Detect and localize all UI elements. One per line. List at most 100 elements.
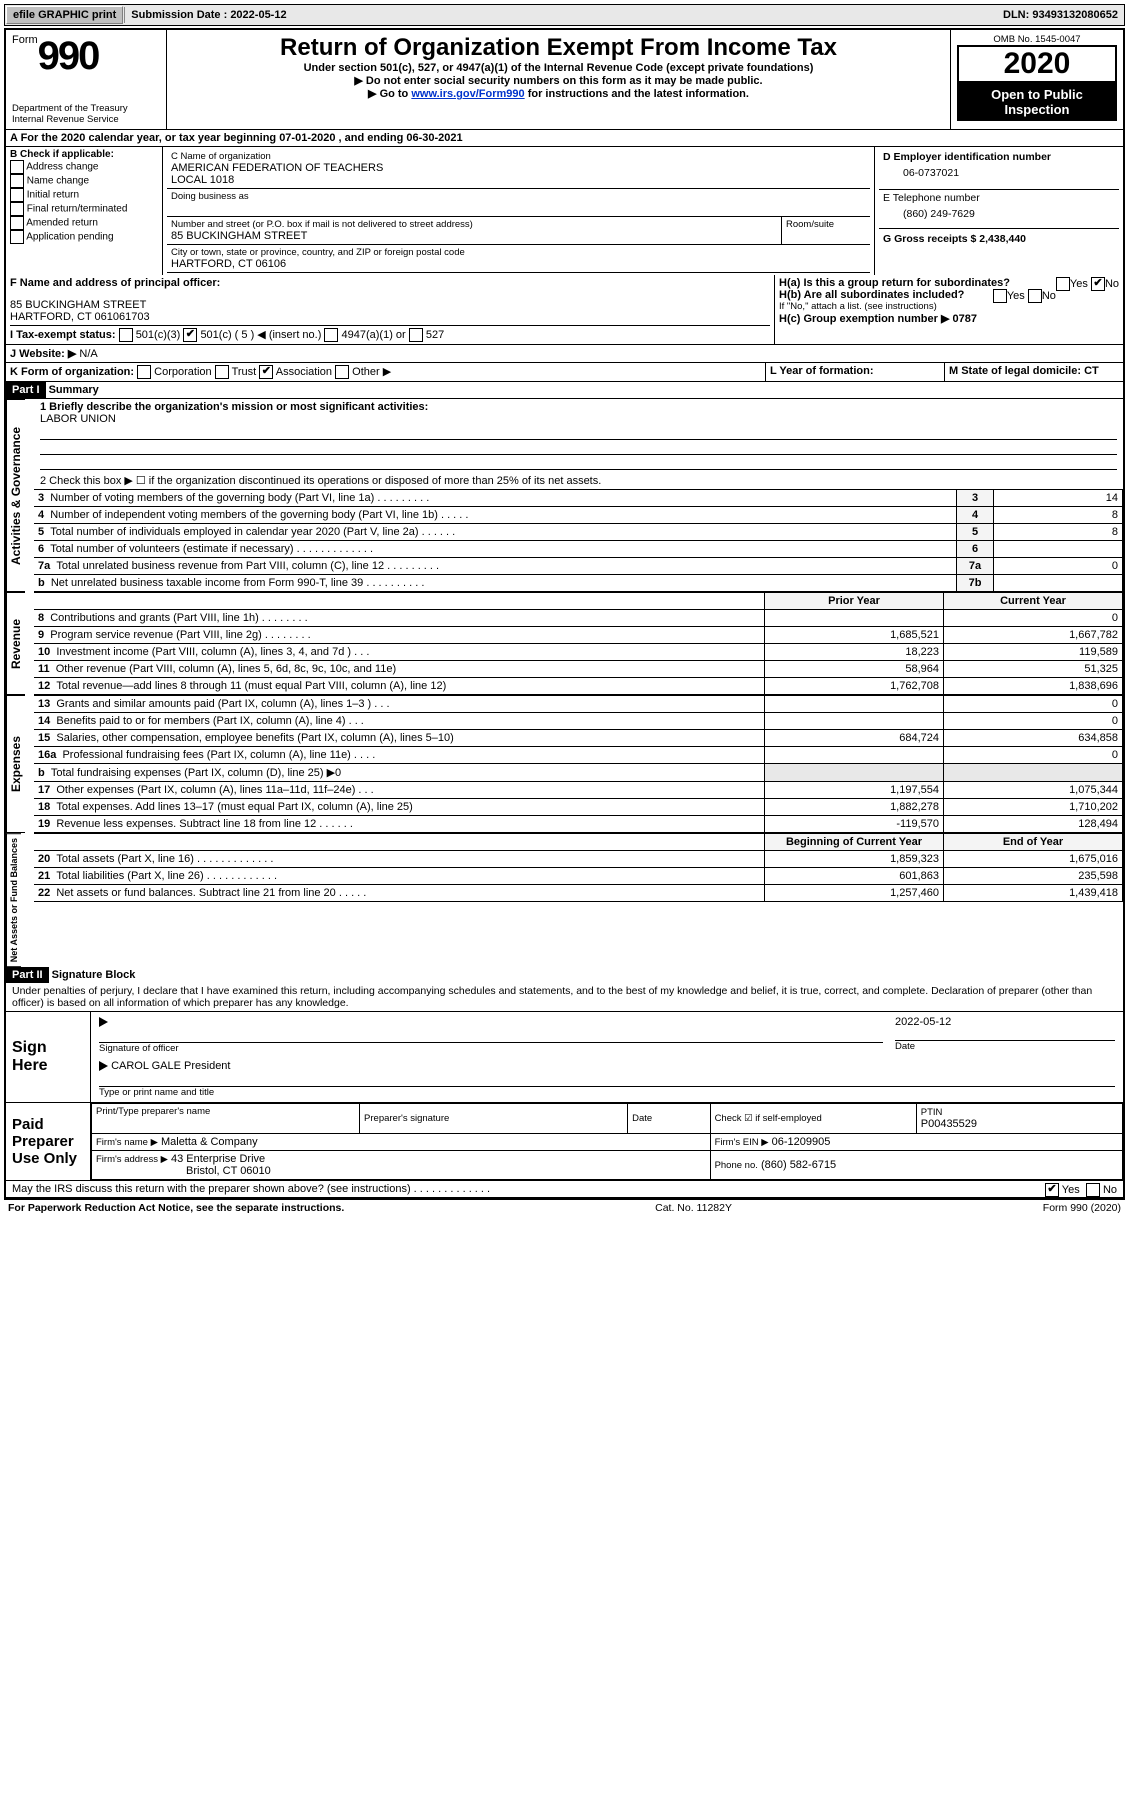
sign-here-label: Sign Here: [6, 1012, 91, 1102]
gross-receipts: G Gross receipts $ 2,438,440: [883, 233, 1026, 245]
corp-checkbox[interactable]: [137, 365, 151, 379]
527-checkbox[interactable]: [409, 328, 423, 342]
dln: DLN: 93493132080652: [997, 7, 1124, 23]
firm-name: Maletta & Company: [161, 1136, 258, 1148]
form-org-label: K Form of organization:: [10, 366, 134, 378]
triangle-icon: [99, 1061, 108, 1071]
firm-ein: 06-1209905: [772, 1136, 831, 1148]
part-2-bar: Part II: [6, 967, 49, 983]
tax-year: 2020: [957, 45, 1117, 83]
irs-label: Internal Revenue Service: [12, 114, 160, 125]
form-title: Return of Organization Exempt From Incom…: [173, 34, 944, 62]
b-opt-checkbox[interactable]: [10, 174, 24, 188]
room-suite-label: Room/suite: [786, 219, 866, 230]
officer-name-title: CAROL GALE President: [111, 1060, 230, 1072]
vlabel-expenses: Expenses: [6, 695, 25, 833]
b-opt-checkbox[interactable]: [10, 202, 24, 216]
form-page: Form990 Department of the Treasury Inter…: [4, 28, 1125, 1200]
ein-value: 06-0737021: [883, 163, 1115, 179]
line-2-discontinued: 2 Check this box ▶ ☐ if the organization…: [34, 472, 1123, 489]
firm-phone: (860) 582-6715: [761, 1159, 836, 1171]
b-opt-checkbox[interactable]: [10, 160, 24, 174]
form-990-label: Form990: [12, 34, 160, 79]
submission-date: Submission Date : 2022-05-12: [124, 7, 292, 23]
org-name-2: LOCAL 1018: [171, 174, 866, 186]
mission-label: 1 Briefly describe the organization's mi…: [40, 401, 1117, 413]
form-page-label: Form 990 (2020): [1043, 1202, 1121, 1214]
firm-addr-2: Bristol, CT 06010: [96, 1165, 271, 1177]
form-subtitle-1: Under section 501(c), 527, or 4947(a)(1)…: [173, 62, 944, 74]
firm-addr-1: 43 Enterprise Drive: [171, 1153, 265, 1165]
dba-label: Doing business as: [171, 191, 866, 202]
website-value: N/A: [79, 348, 97, 360]
open-to-public: Open to PublicInspection: [957, 83, 1117, 121]
b-opt-checkbox[interactable]: [10, 188, 24, 202]
page-footer: For Paperwork Reduction Act Notice, see …: [4, 1200, 1125, 1216]
org-name-label: C Name of organization: [171, 151, 866, 162]
501c3-checkbox[interactable]: [119, 328, 133, 342]
paperwork-notice: For Paperwork Reduction Act Notice, see …: [8, 1202, 344, 1214]
discuss-yes-checkbox[interactable]: [1045, 1183, 1059, 1197]
phone-label: E Telephone number: [883, 192, 1115, 204]
hb-no-checkbox[interactable]: [1028, 289, 1042, 303]
catalog-number: Cat. No. 11282Y: [655, 1202, 732, 1214]
hb-note: If "No," attach a list. (see instruction…: [779, 301, 1119, 312]
group-exemption: H(c) Group exemption number ▶ 0787: [779, 312, 1119, 325]
officer-addr-1: 85 BUCKINGHAM STREET: [10, 299, 770, 311]
street-address: 85 BUCKINGHAM STREET: [171, 230, 777, 242]
date-label: Date: [632, 1113, 705, 1124]
b-opt-checkbox[interactable]: [10, 230, 24, 244]
topbar: efile GRAPHIC print Submission Date : 20…: [4, 4, 1125, 26]
name-title-label: Type or print name and title: [99, 1087, 1115, 1098]
omb-number: OMB No. 1545-0047: [957, 34, 1117, 45]
irs-link[interactable]: www.irs.gov/Form990: [411, 88, 524, 100]
b-opt-checkbox[interactable]: [10, 216, 24, 230]
part-1-title: Summary: [49, 384, 99, 396]
vlabel-activities: Activities & Governance: [6, 399, 25, 592]
vlabel-revenue: Revenue: [6, 592, 25, 695]
part-1-bar: Part I: [6, 382, 46, 398]
city-label: City or town, state or province, country…: [171, 247, 866, 258]
ha-yes-checkbox[interactable]: [1056, 277, 1070, 291]
year-formation: L Year of formation:: [770, 365, 874, 377]
hb-yes-checkbox[interactable]: [993, 289, 1007, 303]
ptin-value: P00435529: [921, 1118, 1118, 1130]
sig-officer-label: Signature of officer: [99, 1043, 883, 1054]
4947a1-checkbox[interactable]: [324, 328, 338, 342]
form-subtitle-3: ▶ Go to www.irs.gov/Form990 for instruct…: [173, 87, 944, 100]
org-name-1: AMERICAN FEDERATION OF TEACHERS: [171, 162, 866, 174]
line-a-tax-year: A For the 2020 calendar year, or tax yea…: [6, 130, 467, 146]
section-b-label: B Check if applicable:: [10, 149, 158, 160]
form-subtitle-2: ▶ Do not enter social security numbers o…: [173, 74, 944, 87]
ptin-label: PTIN: [921, 1107, 1118, 1118]
state-domicile: M State of legal domicile: CT: [949, 365, 1099, 377]
assoc-checkbox[interactable]: [259, 365, 273, 379]
phone-value: (860) 249-7629: [883, 204, 1115, 220]
paid-preparer-label: Paid Preparer Use Only: [6, 1103, 91, 1180]
city-address: HARTFORD, CT 06106: [171, 258, 866, 270]
website-label: J Website: ▶: [10, 348, 76, 360]
street-label: Number and street (or P.O. box if mail i…: [171, 219, 777, 230]
vlabel-net-assets: Net Assets or Fund Balances: [6, 833, 21, 967]
trust-checkbox[interactable]: [215, 365, 229, 379]
may-discuss-q: May the IRS discuss this return with the…: [12, 1183, 490, 1195]
group-return-q: H(a) Is this a group return for subordin…: [779, 277, 1119, 289]
principal-officer-label: F Name and address of principal officer:: [10, 277, 770, 289]
mission-value: LABOR UNION: [40, 413, 1117, 425]
dept-treasury: Department of the Treasury: [12, 103, 160, 114]
self-employed-check: Check ☑ if self-employed: [715, 1113, 912, 1124]
part-2-title: Signature Block: [52, 969, 136, 981]
ein-label: D Employer identification number: [883, 151, 1115, 163]
pt-name-label: Print/Type preparer's name: [96, 1106, 355, 1117]
perjury-declaration: Under penalties of perjury, I declare th…: [6, 983, 1123, 1012]
officer-addr-2: HARTFORD, CT 061061703: [10, 311, 770, 323]
501c-checkbox[interactable]: [183, 328, 197, 342]
prep-sig-label: Preparer's signature: [364, 1113, 623, 1124]
tax-exempt-label: I Tax-exempt status:: [10, 329, 116, 341]
date-label: Date: [895, 1041, 1115, 1052]
ha-no-checkbox[interactable]: [1091, 277, 1105, 291]
discuss-no-checkbox[interactable]: [1086, 1183, 1100, 1197]
triangle-icon: [99, 1017, 108, 1027]
other-checkbox[interactable]: [335, 365, 349, 379]
efile-print-button[interactable]: efile GRAPHIC print: [6, 6, 123, 24]
